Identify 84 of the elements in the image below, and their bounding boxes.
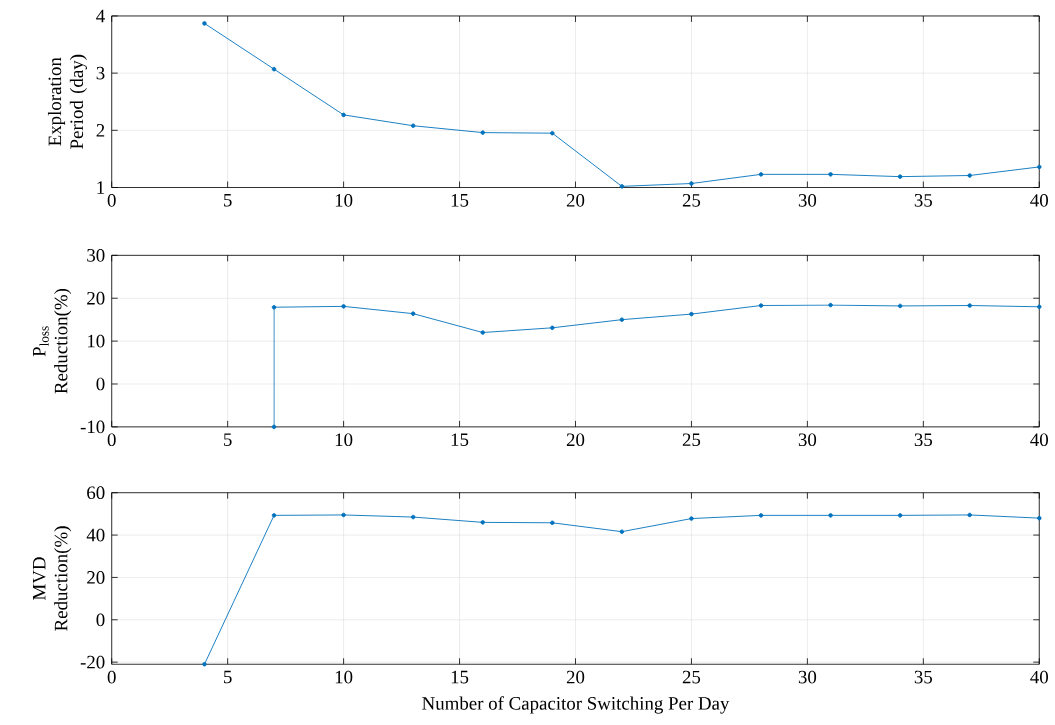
point	[758, 303, 764, 308]
y-axis-title: MVD Reduction(%)	[33, 526, 72, 631]
point	[1037, 304, 1042, 309]
y-tick-label: -10	[80, 420, 105, 434]
x-tick-label: 35	[914, 670, 933, 684]
x-tick-label: 40	[1030, 433, 1048, 447]
y-axis-title: Exploration Period (day)	[47, 54, 87, 149]
y-tick-label: 0	[96, 613, 105, 627]
point	[550, 520, 555, 525]
x-tick-label: 40	[1030, 193, 1048, 207]
point	[410, 123, 416, 128]
point	[480, 130, 485, 135]
x-tick-label: 10	[335, 193, 353, 207]
y-axis-title: P$_{loss}$ Reduction(%)	[33, 288, 72, 394]
point	[202, 661, 207, 667]
point	[480, 520, 485, 525]
x-tick-label: 0	[107, 670, 116, 684]
y-tick-label: 2	[96, 124, 105, 137]
point	[619, 184, 625, 189]
point	[341, 112, 346, 118]
y-tick-label: 4	[96, 9, 105, 23]
point	[689, 311, 694, 317]
point	[1037, 164, 1042, 170]
point	[689, 516, 694, 521]
x-tick-label: 20	[566, 670, 585, 684]
point	[271, 66, 277, 72]
y-tick-label: 20	[87, 571, 105, 584]
point	[410, 311, 416, 316]
point	[967, 303, 972, 308]
y-tick-label: 0	[96, 377, 105, 391]
point	[689, 181, 694, 186]
point	[828, 513, 833, 518]
point	[480, 330, 485, 335]
point	[410, 514, 416, 520]
y-tick-label: 10	[87, 334, 105, 348]
x-tick-label: 5	[224, 670, 232, 684]
x-tick-label: 25	[682, 193, 701, 207]
x-tick-label: 5	[224, 433, 232, 446]
x-axis-title: Number of Capacitor Switching Per Day	[422, 696, 730, 714]
point	[897, 174, 903, 179]
x-tick-label: 10	[335, 433, 353, 447]
point	[550, 130, 555, 136]
x-tick-label: 0	[107, 193, 116, 207]
point	[341, 512, 346, 518]
point	[758, 513, 764, 518]
point	[271, 304, 277, 310]
point	[758, 172, 764, 177]
point	[271, 513, 277, 518]
y-tick-label: 60	[87, 486, 105, 500]
x-tick-label: 35	[914, 433, 933, 447]
point	[550, 325, 555, 330]
x-tick-label: 20	[566, 433, 585, 447]
x-tick-label: 0	[107, 433, 116, 447]
point	[967, 512, 972, 518]
x-tick-label: 5	[224, 193, 232, 207]
point	[271, 424, 277, 430]
point	[828, 172, 833, 177]
point	[828, 302, 833, 308]
point	[897, 513, 903, 518]
x-tick-label: 25	[682, 670, 701, 684]
x-tick-label: 30	[798, 193, 817, 207]
x-tick-label: 30	[798, 433, 817, 447]
point	[619, 529, 625, 534]
x-tick-label: 15	[451, 193, 469, 207]
x-tick-label: 20	[566, 193, 585, 207]
x-tick-label: 10	[335, 670, 353, 684]
point	[1037, 515, 1042, 521]
y-tick-label: 40	[86, 528, 105, 542]
point	[202, 21, 207, 26]
x-tick-label: 25	[682, 433, 701, 447]
x-tick-label: 15	[451, 433, 469, 446]
x-tick-label: 30	[798, 670, 817, 684]
y-tick-label: 3	[96, 66, 105, 80]
y-tick-label: 1	[97, 181, 105, 194]
point	[897, 303, 903, 309]
point	[967, 173, 972, 178]
y-tick-label: 30	[87, 248, 105, 262]
point	[341, 304, 346, 309]
y-tick-label: 20	[87, 291, 105, 305]
x-tick-label: 40	[1030, 670, 1048, 684]
x-tick-label: 35	[914, 193, 933, 207]
x-tick-label: 15	[451, 670, 469, 684]
point	[619, 317, 625, 322]
y-tick-label: -20	[80, 655, 105, 669]
